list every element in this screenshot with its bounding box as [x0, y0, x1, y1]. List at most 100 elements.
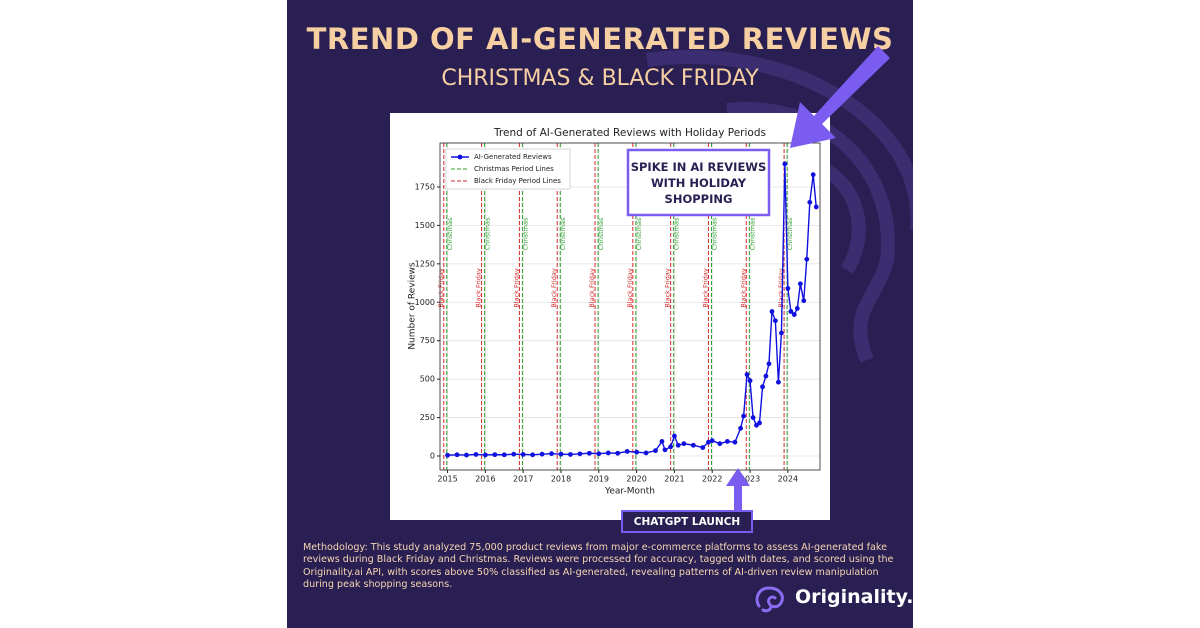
data-point [788, 309, 794, 314]
legend-label: Black Friday Period Lines [474, 177, 561, 185]
data-point [464, 452, 469, 458]
holiday-label: Black Friday [475, 268, 483, 308]
spike-box [626, 148, 771, 217]
holiday-label: Christmas [635, 217, 643, 250]
data-point [813, 204, 819, 210]
data-point [539, 451, 545, 457]
x-tick-label: 2016 [475, 475, 495, 484]
x-tick-label: 2015 [437, 475, 457, 484]
data-point [668, 444, 674, 450]
data-point [763, 373, 769, 379]
spike-annotation-wrap: SPIKE IN AI REVIEWS WITH HOLIDAY SHOPPIN… [630, 159, 767, 206]
data-point [760, 384, 765, 390]
data-point [769, 309, 775, 314]
data-point [659, 439, 665, 444]
holiday-label: Black Friday [550, 268, 558, 308]
data-point [482, 452, 488, 458]
chart-title: Trend of AI-Generated Reviews with Holid… [493, 127, 766, 139]
data-point [473, 452, 479, 457]
data-point [634, 449, 640, 455]
data-point [596, 451, 602, 457]
launch-box [621, 510, 753, 533]
x-tick-label: 2017 [513, 475, 533, 484]
data-point [520, 452, 526, 457]
data-point [672, 433, 677, 439]
data-point [807, 199, 813, 205]
data-point [653, 448, 658, 454]
data-point [709, 438, 715, 444]
data-point [706, 439, 711, 445]
holiday-label: Black Friday [512, 268, 520, 308]
holiday-label: Christmas [559, 217, 567, 250]
launch-arrow [726, 468, 750, 512]
data-point [750, 415, 756, 420]
data-point [690, 442, 696, 448]
data-point [615, 450, 621, 456]
data-point [605, 450, 611, 456]
data-point [700, 445, 706, 450]
data-point [675, 442, 681, 448]
holiday-label: Christmas [446, 217, 454, 250]
legend-marker [457, 154, 463, 160]
title: TREND OF AI-GENERATED REVIEWS [306, 22, 894, 56]
brand-logo [755, 586, 784, 613]
data-point [779, 330, 784, 336]
x-tick-label: 2020 [626, 475, 646, 484]
y-tick-label: 250 [420, 413, 435, 422]
x-tick-label: 2021 [664, 475, 684, 484]
holiday-label: Christmas [748, 217, 756, 250]
y-axis-label: Number of Reviews [408, 262, 418, 350]
data-point [530, 452, 536, 458]
data-point [511, 451, 517, 457]
holiday-label: Christmas [786, 217, 794, 250]
y-tick-label: 1000 [415, 298, 435, 307]
holiday-label: Christmas [673, 217, 681, 250]
data-point [492, 452, 498, 458]
holiday-label: Black Friday [664, 268, 672, 308]
data-point [810, 172, 816, 178]
data-point [724, 439, 730, 444]
legend-label: Christmas Period Lines [474, 165, 554, 173]
data-point [643, 450, 649, 456]
y-tick-label: 750 [420, 336, 435, 345]
y-tick-label: 1750 [415, 182, 435, 191]
data-point [558, 451, 564, 457]
methodology: Methodology: This study analyzed 75,000 … [303, 542, 894, 591]
data-point [741, 413, 747, 419]
data-point [801, 298, 807, 304]
data-point [791, 312, 797, 317]
y-tick-label: 500 [420, 375, 435, 384]
data-point [766, 361, 772, 367]
data-point [454, 452, 460, 458]
data-point [776, 379, 781, 385]
holiday-label: Black Friday [588, 268, 596, 308]
launch-annotation: CHATGPT LAUNCH [634, 516, 740, 528]
data-point [744, 372, 750, 377]
y-tick-label: 0 [430, 452, 435, 461]
y-tick-label: 1500 [415, 221, 435, 230]
data-point [794, 306, 800, 311]
legend-label: AI-Generated Reviews [474, 153, 552, 161]
data-point [757, 420, 762, 426]
brand-name: Originality.ai [795, 586, 913, 608]
holiday-label: Black Friday [626, 268, 634, 308]
spike-arrow [790, 46, 890, 148]
x-tick-label: 2019 [589, 475, 609, 484]
subtitle: CHRISTMAS & BLACK FRIDAY [441, 66, 759, 91]
x-tick-label: 2023 [740, 475, 760, 484]
holiday-label: Christmas [521, 217, 529, 250]
plot-frame [439, 142, 821, 471]
spike-annotation: SPIKE IN AI REVIEWS WITH HOLIDAY SHOPPIN… [630, 159, 767, 206]
x-tick-label: 2024 [778, 475, 798, 484]
data-point [785, 286, 791, 291]
data-point [772, 318, 778, 324]
data-point [624, 448, 630, 454]
data-point [782, 161, 788, 167]
data-point [738, 425, 743, 431]
data-point [568, 452, 573, 457]
holiday-label: Christmas [710, 217, 718, 250]
holiday-label: Black Friday [777, 268, 785, 308]
data-point [732, 439, 738, 445]
